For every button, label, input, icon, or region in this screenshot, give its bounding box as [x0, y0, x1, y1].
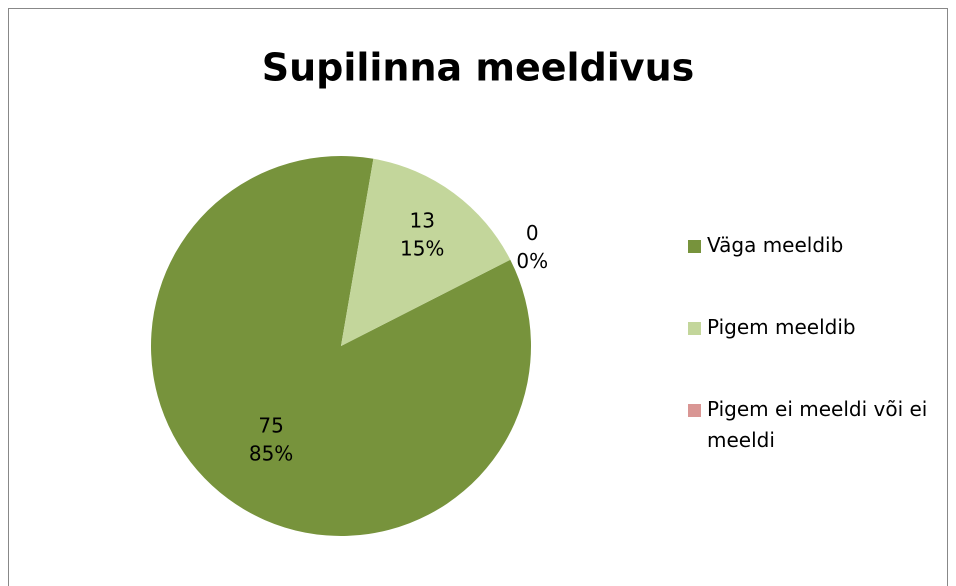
chart-title: Supilinna meeldivus — [262, 46, 695, 90]
legend-swatch — [688, 322, 701, 335]
legend-item: Väga meeldib — [688, 230, 950, 312]
legend-item: Pigem meeldib — [688, 312, 950, 394]
legend: Väga meeldib Pigem meeldib Pigem ei meeldi… — [688, 230, 950, 476]
data-label: 13 — [409, 208, 434, 232]
data-label-percent: 0% — [516, 249, 548, 273]
data-label: 75 — [258, 413, 283, 437]
legend-swatch — [688, 404, 701, 417]
legend-swatch — [688, 240, 701, 253]
legend-item: Pigem ei meeldi või ei meeldi — [688, 394, 950, 476]
legend-label: Pigem meeldib — [707, 315, 856, 339]
legend-label: Pigem ei meeldi või ei meeldi — [707, 397, 928, 452]
pie-slice — [341, 158, 511, 346]
data-label-percent: 15% — [400, 236, 444, 260]
data-label: 0 — [526, 221, 539, 245]
legend-label: Väga meeldib — [707, 233, 844, 257]
data-label-percent: 85% — [249, 441, 293, 465]
